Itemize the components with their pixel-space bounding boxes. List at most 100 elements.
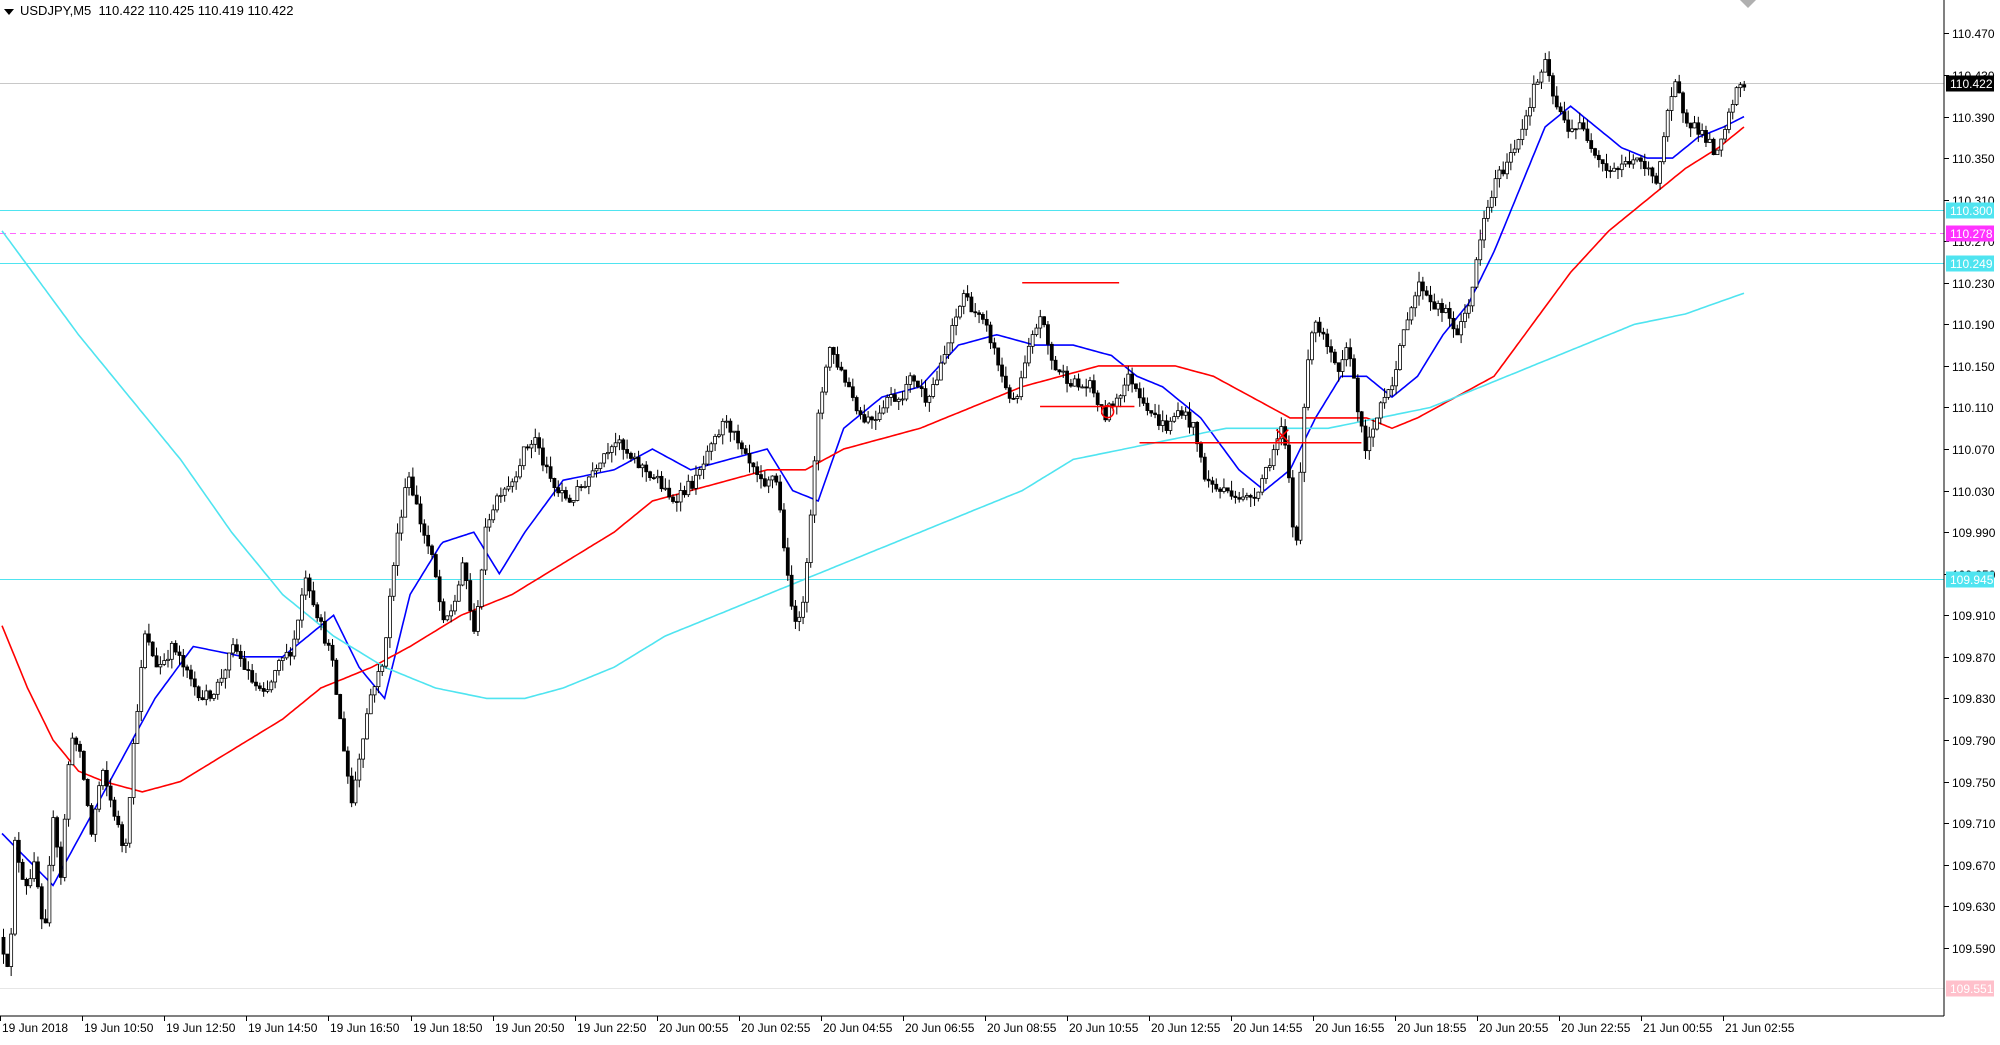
candle-body [1409, 307, 1414, 321]
candle-body [487, 519, 492, 528]
candle-body [996, 347, 1001, 366]
candle-body [66, 764, 71, 820]
candle-body [602, 453, 607, 464]
candle-body [319, 617, 323, 622]
candle-body [1214, 483, 1219, 490]
candle-body [980, 314, 985, 320]
time-tick-label: 19 Jun 10:50 [84, 1021, 154, 1035]
level-label-box [1946, 75, 1994, 92]
candle-body [1413, 295, 1418, 309]
candle-body [1470, 286, 1475, 307]
candle-body [380, 665, 385, 672]
candle-body [185, 666, 190, 671]
candle-body [1007, 387, 1012, 399]
candle-body [1531, 83, 1536, 108]
candle-body [89, 805, 94, 835]
time-tick-label: 20 Jun 00:55 [659, 1021, 729, 1035]
candle-body [1355, 377, 1360, 413]
candle-body [1665, 110, 1670, 138]
candle-body [1306, 359, 1310, 408]
candle-body [743, 448, 748, 454]
candle-body [690, 480, 695, 489]
level-label-box [1946, 571, 1994, 588]
candle-body [1149, 410, 1154, 414]
candle-body [1241, 496, 1245, 500]
level-label: 110.422 [1950, 77, 1993, 91]
candle-body [1405, 319, 1410, 331]
price-axis: 110.470110.430110.390110.350110.310110.2… [1944, 27, 1996, 956]
collapse-triangle-icon[interactable] [4, 8, 14, 15]
candle-body [445, 615, 450, 621]
candle-body [1026, 345, 1031, 364]
horizontal-level-lines [0, 83, 1944, 989]
candle-body [215, 681, 220, 695]
candle-body [361, 738, 366, 760]
candle-body [338, 694, 343, 720]
candle-body [1057, 369, 1062, 373]
candle-body [479, 569, 484, 607]
candle-body [1573, 128, 1578, 131]
candle-body [1596, 154, 1601, 161]
candle-body [736, 430, 740, 444]
time-tick-label: 19 Jun 22:50 [577, 1021, 647, 1035]
candle-body [43, 918, 48, 924]
candle-body [104, 769, 109, 787]
candle-body [594, 468, 599, 472]
candle-body [1332, 351, 1337, 364]
candle-body [1091, 380, 1096, 394]
chart-frame [0, 0, 1945, 1017]
candle-body [456, 584, 461, 602]
candle-body [827, 347, 832, 368]
candle-body [1367, 436, 1372, 452]
candle-body [1076, 378, 1081, 388]
candle-body [1738, 84, 1743, 89]
candle-body [192, 678, 197, 688]
candle-body [1489, 197, 1494, 208]
candle-body [1049, 343, 1054, 361]
candle-body [1191, 421, 1196, 428]
candle-body [365, 713, 369, 740]
candle-body [1734, 87, 1739, 105]
candle-body [785, 547, 790, 576]
price-tick-label: 110.350 [1952, 152, 1995, 166]
candle-body [437, 576, 442, 603]
candle-body [613, 442, 618, 448]
candle-body [682, 490, 687, 496]
candle-body [927, 396, 932, 403]
time-tick-label: 20 Jun 16:55 [1315, 1021, 1385, 1035]
candle-body [674, 501, 679, 503]
candle-body [376, 671, 381, 688]
candle-body [1287, 444, 1291, 479]
candle-body [720, 420, 725, 436]
candle-body [1046, 324, 1050, 345]
candle-body [1623, 161, 1628, 165]
candle-body [150, 641, 155, 657]
candle-body [816, 412, 821, 462]
candle-body [395, 532, 400, 566]
chart-shift-marker-icon [1740, 0, 1756, 8]
candle-body [992, 342, 997, 349]
candle-body [919, 386, 924, 390]
candle-body [1730, 104, 1735, 113]
time-tick-label: 20 Jun 12:55 [1151, 1021, 1221, 1035]
candle-body [284, 651, 289, 659]
candle-body [1275, 438, 1280, 451]
candle-body [124, 842, 128, 846]
candle-body [648, 471, 652, 479]
candle-body [1310, 332, 1314, 361]
candle-body [13, 839, 17, 935]
candle-body [632, 456, 637, 459]
candle-body [1233, 495, 1238, 498]
candle-body [292, 638, 297, 657]
candle-body [1485, 206, 1490, 219]
candle-body [984, 318, 989, 326]
candle-body [254, 681, 258, 687]
candle-body [162, 660, 167, 665]
candle-body [78, 743, 82, 752]
candle-body [651, 477, 656, 480]
candle-body [1727, 111, 1731, 130]
candle-body [1072, 378, 1077, 387]
candle-body [793, 605, 798, 622]
candle-body [1482, 217, 1486, 241]
